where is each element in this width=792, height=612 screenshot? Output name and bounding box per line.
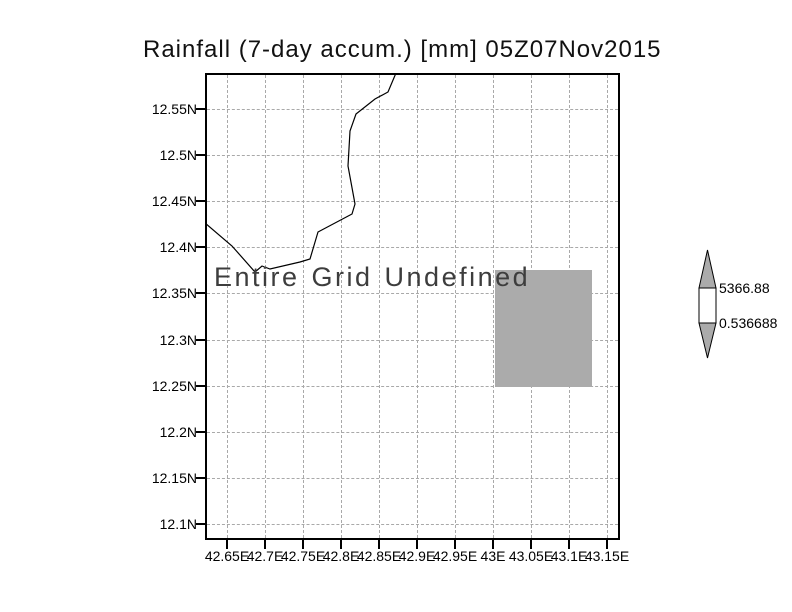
coastline-map: [205, 73, 397, 273]
lat-tick-label: 12.1N: [159, 515, 197, 532]
lon-gridline: [493, 75, 494, 538]
lon-axis-tick: [568, 540, 570, 549]
colorbar-min-label: 0.536688: [719, 315, 778, 331]
lat-gridline: [207, 339, 618, 341]
lon-tick-label: 43.1E: [550, 548, 588, 564]
coastline-path: [205, 73, 397, 273]
lon-gridline: [341, 75, 342, 538]
colorbar-box: [698, 287, 717, 324]
lon-gridline: [417, 75, 418, 538]
lon-tick-label: 42.8E: [322, 548, 360, 564]
lon-tick-label: 42.65E: [204, 548, 250, 564]
lat-tick-label: 12.35N: [151, 285, 197, 302]
lon-axis-tick: [492, 540, 494, 549]
lat-axis-tick: [196, 476, 205, 479]
lat-axis-tick: [196, 154, 205, 157]
lat-gridline: [207, 293, 618, 295]
lon-axis-tick: [378, 540, 380, 549]
lon-axis-tick: [530, 540, 532, 549]
lon-tick-label: 43E: [480, 548, 506, 564]
lat-gridline: [207, 109, 618, 110]
lon-tick-label: 42.75E: [280, 548, 326, 564]
lat-gridline: [207, 477, 618, 479]
lat-tick-label: 12.15N: [151, 469, 197, 486]
lat-gridline: [207, 523, 618, 525]
lon-tick-label: 42.7E: [246, 548, 284, 564]
lat-tick-label: 12.55N: [151, 101, 197, 117]
lon-gridline: [303, 75, 304, 538]
lat-axis-tick: [196, 292, 205, 295]
lat-tick-label: 12.25N: [151, 377, 197, 394]
lat-gridline: [207, 431, 618, 433]
lat-tick-label: 12.4N: [159, 239, 197, 256]
lon-axis-tick: [454, 540, 456, 549]
lat-gridline: [207, 385, 618, 387]
lat-tick-label: 12.2N: [159, 423, 197, 440]
lat-gridline: [207, 247, 618, 249]
lat-tick-label: 12.3N: [159, 331, 197, 348]
colorbar-upper-arrow-icon: [698, 249, 717, 289]
colorbar-lower-arrow-icon: [698, 322, 717, 359]
lon-axis-tick: [416, 540, 418, 549]
lon-gridline: [379, 75, 380, 538]
lat-axis-tick: [196, 338, 205, 341]
status-text: Entire Grid Undefined: [214, 262, 531, 292]
lat-axis-tick: [196, 522, 205, 525]
lon-axis-tick: [302, 540, 304, 549]
lon-axis-tick: [606, 540, 608, 549]
lon-gridline: [607, 75, 608, 538]
lon-tick-label: 42.9E: [398, 548, 436, 564]
lon-tick-label: 43.15E: [584, 548, 630, 564]
lat-axis-tick: [196, 200, 205, 203]
lon-tick-label: 42.95E: [432, 548, 478, 564]
colorbar: [698, 249, 717, 359]
lon-tick-label: 42.85E: [356, 548, 402, 564]
undefined-region-cell: [495, 270, 592, 387]
lat-tick-label: 12.45N: [151, 193, 197, 210]
lat-axis-tick: [196, 384, 205, 387]
lat-gridline: [207, 155, 618, 157]
lon-axis-tick: [340, 540, 342, 549]
lon-gridline: [455, 75, 456, 538]
lon-gridline: [265, 75, 266, 538]
plot-title: Rainfall (7-day accum.) [mm] 05Z07Nov201…: [143, 36, 662, 63]
lon-gridline: [227, 75, 228, 538]
colorbar-max-label: 5366.88: [719, 280, 770, 296]
lon-tick-label: 43.05E: [508, 548, 554, 564]
lat-axis-tick: [196, 108, 205, 110]
lon-axis-tick: [226, 540, 228, 549]
lat-tick-label: 12.5N: [159, 147, 197, 164]
lon-axis-tick: [264, 540, 266, 549]
lat-gridline: [207, 201, 618, 203]
lat-axis-tick: [196, 246, 205, 249]
lat-axis-tick: [196, 430, 205, 433]
